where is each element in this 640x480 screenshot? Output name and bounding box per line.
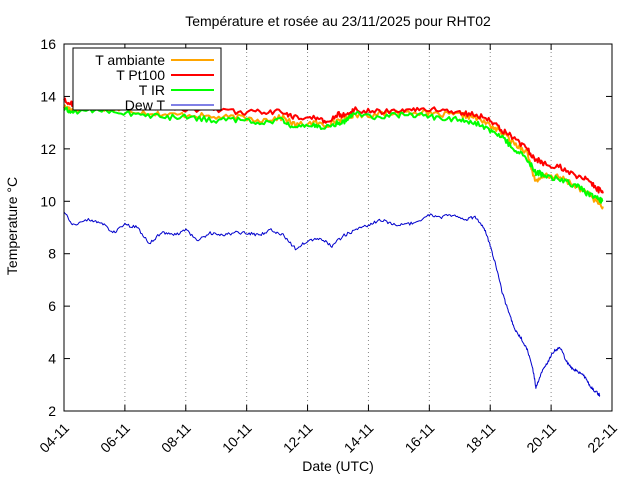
y-tick-label: 10 [40, 193, 56, 209]
x-tick-label: 12-11 [280, 420, 316, 456]
y-tick-label: 16 [40, 36, 56, 52]
y-tick-label: 2 [48, 403, 56, 419]
x-tick-label: 06-11 [97, 420, 133, 456]
plot-frame [63, 43, 613, 412]
legend-label: T IR [139, 82, 165, 98]
legend-label: T Pt100 [116, 67, 165, 83]
x-axis-label: Date (UTC) [302, 458, 374, 474]
x-tick-label: 14-11 [341, 420, 377, 456]
legend-label: T ambiante [95, 52, 165, 68]
legend-label: Dew T [125, 97, 166, 113]
series-line-t-ir [63, 106, 604, 204]
y-tick-label: 8 [48, 246, 56, 262]
y-tick-label: 6 [48, 298, 56, 314]
x-tick-label: 22-11 [584, 420, 620, 456]
y-axis-label: Temperature °C [4, 177, 20, 275]
y-tick-label: 14 [40, 88, 56, 104]
y-tick-label: 4 [48, 351, 56, 367]
x-tick-label: 10-11 [219, 420, 255, 456]
legend-box [72, 47, 222, 111]
series-layer [63, 97, 604, 397]
series-line-dew-t [63, 211, 601, 397]
y-tick-label: 12 [40, 141, 56, 157]
x-tick-label: 08-11 [158, 420, 194, 456]
x-tick-label: 18-11 [462, 420, 498, 456]
x-tick-label: 04-11 [36, 420, 72, 456]
series-line-t-ambiante [63, 104, 604, 210]
x-tick-label: 20-11 [523, 420, 559, 456]
chart-title: Température et rosée au 23/11/2025 pour … [185, 13, 491, 29]
x-tick-label: 16-11 [402, 420, 438, 456]
